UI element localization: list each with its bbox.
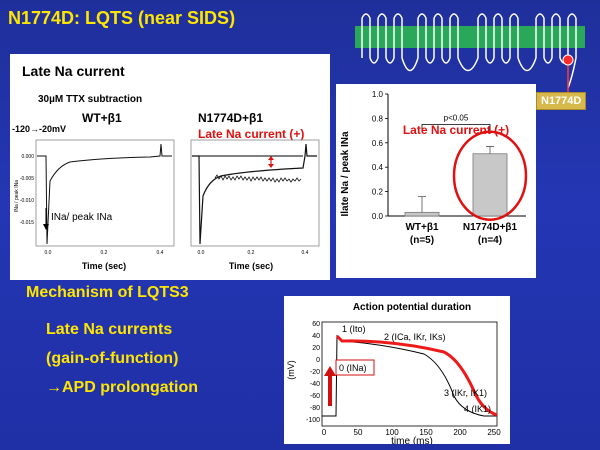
bar-marks — [404, 146, 508, 217]
ap-phase-3: 3 (IKr, IK1) — [444, 388, 487, 398]
bar-ytick-label: 0.6 — [372, 139, 384, 148]
wt-xaxis-label: Time (sec) — [82, 261, 126, 271]
ap-ytick-m100: -100 — [306, 417, 320, 424]
mut-noise-trace — [214, 174, 302, 183]
ap-phase-0: 0 (INa) — [339, 363, 367, 373]
wt-trace-plot: 0.000 -0.005 -0.010 -0.015 INa / peak IN… — [14, 139, 175, 271]
ap-ytick-m20: -20 — [310, 369, 320, 376]
ap-ytick-20: 20 — [312, 345, 320, 352]
wt-plot-frame — [35, 139, 175, 247]
ap-xtick-50: 50 — [354, 428, 363, 437]
bar-ytick-label: 0.0 — [372, 212, 384, 221]
ap-ytick-m40: -40 — [310, 381, 320, 388]
depolarization-arrow-icon — [324, 366, 336, 406]
ap-ytick-40: 40 — [312, 333, 320, 340]
mut-current-trace — [192, 143, 317, 245]
channel-topology-icon — [355, 13, 585, 92]
late-current-panel: Late Na current 30µM TTX subtraction -12… — [10, 54, 330, 280]
ap-ytick-m60: -60 — [310, 393, 320, 400]
ap-xtick-100: 100 — [385, 428, 399, 437]
ap-xtick-200: 200 — [453, 428, 467, 437]
highlight-circle — [452, 130, 528, 221]
wt-trace-label: WT+β1 — [82, 111, 122, 125]
late-current-arrows — [268, 156, 274, 168]
p-value-label: p<0.05 — [444, 114, 469, 123]
mut-plot-frame — [190, 139, 320, 247]
membrane-band — [355, 26, 585, 48]
mutation-site-marker — [562, 54, 574, 66]
ap-prolonged-trace — [335, 334, 498, 417]
bar-1 — [404, 211, 440, 217]
mut-late-annotation: Late Na current (+) — [198, 127, 305, 141]
ap-xtick-250: 250 — [487, 428, 501, 437]
ap-phase-2: 2 (ICa, IKr, IKs) — [384, 332, 446, 342]
bar-yticks: 1.0 0.8 0.6 0.4 0.2 0.0 — [372, 90, 388, 221]
mut-xtick-1: 0.2 — [248, 250, 255, 256]
wt-ytick-1: -0.005 — [20, 176, 34, 182]
phase0-box — [335, 359, 375, 376]
mut-trace-plot: 0.0 0.2 0.4 Time (sec) — [190, 139, 320, 271]
mut-xaxis-label: Time (sec) — [229, 261, 273, 271]
mechanism-line-2: (gain-of-function) — [46, 350, 179, 367]
ttx-note: 30µM TTX subtraction — [38, 94, 143, 105]
mut-trace-label: N1774D+β1 — [198, 111, 264, 125]
bar-2 — [472, 153, 508, 217]
bar-error-1 — [418, 196, 426, 213]
ap-xlabel: time (ms) — [391, 436, 433, 444]
mut-xtick-0: 0.0 — [198, 250, 205, 256]
wt-ytick-3: -0.015 — [20, 220, 34, 226]
late-current-heading: Late Na current — [22, 63, 125, 79]
protocol-label: -120→-20mV — [12, 124, 67, 134]
wt-xtick-2: 0.4 — [157, 250, 164, 256]
ap-ylabel: (mV) — [286, 360, 296, 380]
slide-title: N1774D: LQTS (near SIDS) — [8, 8, 236, 28]
action-potential-panel: Action potential duration (mV) 60 40 20 … — [284, 296, 510, 447]
ap-phase-4: 4 (IK1) — [464, 404, 491, 414]
bar-category-2: N1774D+β1 — [463, 222, 518, 233]
bar-category-1-n: (n=5) — [410, 235, 434, 246]
wt-xtick-1: 0.2 — [101, 250, 108, 256]
ina-arrow-head — [43, 224, 49, 230]
bar-ytick-label: 0.8 — [372, 114, 384, 123]
ap-xtick-150: 150 — [419, 428, 433, 437]
mechanism-heading: Mechanism of LQTS3 — [26, 284, 189, 301]
ap-ytick-0: 0 — [316, 357, 320, 364]
wt-xtick-0: 0.0 — [45, 250, 52, 256]
mut-xtick-2: 0.4 — [302, 250, 309, 256]
bar-ytick-label: 0.4 — [372, 163, 384, 172]
p-value-bracket — [421, 124, 491, 131]
mechanism-line-3: →APD prolongation — [46, 379, 198, 396]
wt-yaxis-label: INa / peak INa — [14, 180, 20, 212]
bar-category-1: WT+β1 — [405, 222, 438, 233]
bar-category-2-n: (n=4) — [478, 235, 502, 246]
ap-ytick-m80: -80 — [310, 405, 320, 412]
wt-ytick-0: 0.000 — [21, 154, 34, 160]
ap-ytick-60: 60 — [312, 321, 320, 328]
bar-chart: Ilate Na / peak INa 1.0 0.8 0.6 0.4 0.2 0.0 p… — [340, 90, 528, 246]
bar-chart-panel: Ilate Na / peak INa 1.0 0.8 0.6 0.4 0.2 0.0 p… — [336, 84, 536, 278]
ap-title: Action potential duration — [353, 302, 471, 313]
bar-ytick-label: 1.0 — [372, 90, 384, 99]
wt-ytick-2: -0.010 — [20, 198, 34, 204]
action-potential-plot: Action potential duration (mV) 60 40 20 … — [286, 302, 501, 447]
ap-xtick-0: 0 — [322, 428, 327, 437]
bar-error-2 — [486, 146, 494, 154]
bar-ytick-label: 0.2 — [372, 188, 384, 197]
ina-arrow-label: INa/ peak INa — [51, 212, 113, 223]
bar-late-annotation: Late Na current (+) — [403, 123, 509, 137]
bar-ylabel: Ilate Na / peak INa — [340, 131, 351, 216]
mutation-label: N1774D — [536, 92, 587, 110]
channel-loops — [361, 13, 577, 89]
ap-phase-1: 1 (Ito) — [342, 324, 366, 334]
mechanism-line-1: Late Na currents — [46, 321, 173, 338]
ap-frame — [321, 321, 498, 427]
wt-current-trace — [37, 143, 172, 245]
